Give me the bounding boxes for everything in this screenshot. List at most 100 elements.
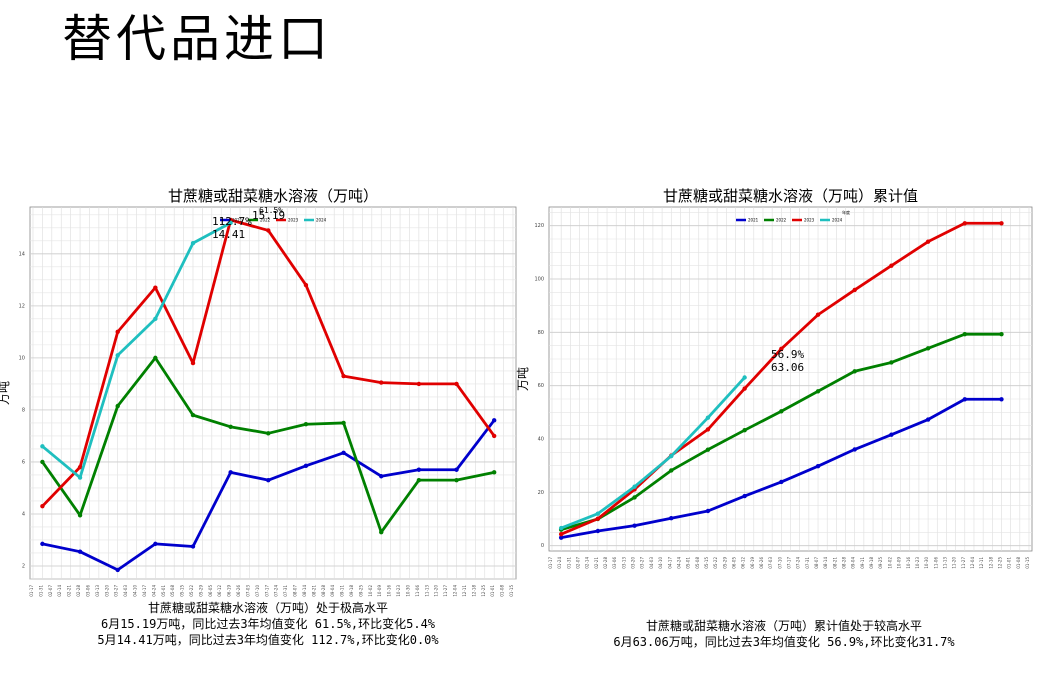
data-point-2022 (815, 389, 821, 394)
data-point-2021 (303, 463, 309, 469)
data-point-2021 (595, 528, 601, 534)
x-tick-label: 11-27 (443, 585, 448, 597)
data-point-2023 (815, 312, 821, 317)
data-point-2024 (190, 240, 196, 246)
x-tick-label: 02-28 (603, 557, 608, 569)
legend-label: 2022 (776, 218, 787, 223)
page-title: 替代品进口 (62, 10, 332, 68)
data-point-2021 (925, 417, 931, 422)
y-tick-label: 0 (541, 543, 544, 549)
chart-annotation: 15.19 (252, 209, 285, 222)
data-point-2023 (379, 380, 384, 385)
data-point-2023 (999, 221, 1004, 226)
y-tick-label: 60 (538, 383, 544, 389)
x-tick-label: 12-25 (481, 585, 486, 597)
data-point-2023 (558, 532, 564, 537)
x-tick-label: 11-20 (434, 585, 439, 597)
left-summary-line-3: 5月14.41万吨，同比过去3年均值变化 112.7%,环比变化0.0% (97, 633, 439, 647)
data-point-2022 (416, 477, 422, 483)
x-tick-label: 07-24 (274, 585, 279, 597)
x-tick-label: 10-09 (377, 585, 382, 597)
data-point-2022 (266, 431, 271, 436)
x-tick-label: 07-17 (787, 557, 792, 569)
x-tick-label: 12-18 (471, 585, 476, 597)
x-tick-label: 04-17 (142, 585, 147, 597)
data-point-2024 (40, 444, 45, 449)
data-point-2024 (115, 353, 120, 358)
x-tick-label: 11-27 (961, 557, 966, 569)
x-tick-label: 08-07 (814, 557, 819, 569)
data-point-2022 (779, 409, 784, 414)
x-tick-label: 04-10 (133, 585, 138, 597)
data-point-2023 (454, 381, 459, 387)
legend-label: 2023 (288, 218, 299, 223)
x-tick-label: 04-24 (151, 585, 156, 597)
x-tick-label: 01-15 (1025, 557, 1030, 569)
x-tick-label: 01-31 (566, 557, 571, 569)
x-tick-label: 03-13 (621, 557, 626, 569)
x-tick-label: 02-14 (585, 557, 590, 569)
x-tick-label: 10-02 (887, 557, 892, 569)
x-tick-label: 01-17 (548, 557, 553, 569)
data-point-2021 (742, 493, 747, 499)
data-point-2021 (190, 544, 196, 549)
data-point-2023 (303, 282, 309, 288)
legend-label: 2024 (832, 218, 843, 223)
data-point-2023 (153, 285, 158, 290)
x-tick-label: 06-12 (217, 585, 222, 597)
data-point-2024 (153, 316, 158, 322)
x-tick-label: 12-18 (988, 557, 993, 569)
data-point-2023 (77, 464, 83, 470)
x-tick-label: 02-14 (57, 585, 62, 597)
data-point-2023 (341, 373, 346, 379)
x-tick-label: 09-25 (878, 557, 883, 569)
x-tick-label: 12-11 (462, 585, 467, 597)
right-summary-line-2: 6月63.06万吨，同比过去3年均值变化 56.9%,环比变化31.7% (613, 635, 955, 649)
x-tick-label: 05-08 (695, 557, 700, 569)
x-tick-label: 12-04 (453, 585, 458, 597)
x-tick-label: 05-01 (161, 585, 166, 597)
data-point-2022 (153, 355, 158, 361)
chart-annotation: 63.06 (771, 361, 804, 374)
x-tick-label: 08-21 (832, 557, 837, 569)
data-point-2024 (669, 453, 674, 459)
y-tick-label: 2 (22, 563, 25, 569)
x-tick-label: 06-05 (731, 557, 736, 569)
data-point-2021 (454, 467, 459, 472)
data-point-2021 (228, 470, 233, 475)
y-tick-label: 80 (538, 330, 544, 336)
y-tick-label: 8 (22, 407, 25, 413)
cumulative-line-chart: 甘蔗糖或甜菜糖水溶液（万吨）累计值 01-17 01-24 01-31 02-07 02-… (516, 187, 1033, 569)
data-point-2022 (669, 468, 674, 473)
data-point-2021 (632, 523, 637, 528)
x-tick-label: 07-03 (768, 557, 773, 569)
x-tick-label: 11-06 (415, 585, 420, 597)
data-point-2023 (925, 239, 931, 244)
data-point-2021 (153, 541, 158, 547)
series-line-2024 (41, 221, 232, 479)
y-tick-label: 40 (538, 437, 544, 443)
x-tick-label: 10-30 (924, 557, 929, 569)
data-point-2023 (962, 221, 967, 226)
x-tick-label: 09-11 (340, 585, 345, 597)
series-line-2024 (560, 376, 746, 530)
data-point-2024 (558, 525, 564, 531)
x-tick-label: 10-16 (906, 557, 911, 569)
data-point-2023 (190, 360, 196, 366)
x-tick-label: 08-07 (293, 585, 298, 597)
x-tick-label: 01-01 (1007, 557, 1012, 569)
x-tick-label: 05-22 (189, 585, 194, 597)
data-point-2021 (779, 479, 784, 485)
y-tick-label: 6 (22, 459, 25, 465)
x-tick-label: 07-24 (796, 557, 801, 569)
data-point-2022 (632, 495, 637, 500)
chart-annotation: 14.41 (212, 228, 245, 241)
data-point-2022 (852, 369, 857, 374)
x-tick-label: 02-21 (67, 585, 72, 597)
legend-label: 2024 (316, 218, 327, 223)
data-point-2023 (705, 427, 711, 432)
x-tick-label: 01-24 (557, 557, 562, 569)
x-tick-label: 05-15 (180, 585, 185, 597)
data-point-2022 (40, 459, 45, 465)
left-summary-line-1: 甘蔗糖或甜菜糖水溶液（万吨）处于极高水平 (147, 601, 388, 615)
